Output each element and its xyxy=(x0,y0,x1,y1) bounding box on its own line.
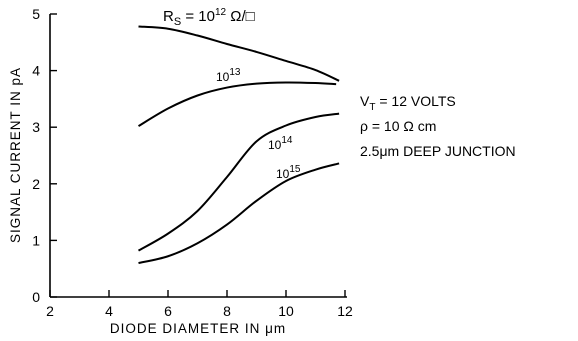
x-tick-label: 12 xyxy=(337,303,353,319)
curve-1e13 xyxy=(137,81,337,127)
y-tick-label: 0 xyxy=(32,289,40,305)
y-tick-label: 5 xyxy=(32,6,40,22)
curve-label-1e14: 1014 xyxy=(268,135,293,152)
x-tick-label: 10 xyxy=(278,303,294,319)
annotation-resistivity: ρ = 10 Ω cm xyxy=(360,118,436,134)
curve-label-1e15: 1015 xyxy=(276,164,301,181)
annotation-junction-depth: 2.5μm DEEP JUNCTION xyxy=(360,143,516,159)
y-tick-label: 2 xyxy=(32,176,40,192)
y-axis-title: SIGNAL CURRENT IN pA xyxy=(8,67,23,243)
x-axis-title: DIODE DIAMETER IN μm xyxy=(110,321,286,336)
y-tick-label: 1 xyxy=(32,232,40,248)
data-curves xyxy=(137,25,340,265)
curve-1e15 xyxy=(138,162,340,265)
curve-label-1e13: 1013 xyxy=(216,67,241,84)
annotation-vt: VT = 12 VOLTS xyxy=(360,93,456,113)
curve-label-rs-1e12: RS = 1012 Ω/□ xyxy=(163,7,255,28)
y-tick-label: 4 xyxy=(32,63,40,79)
x-tick-label: 6 xyxy=(164,303,172,319)
x-tick-label: 2 xyxy=(46,303,54,319)
y-tick-label: 3 xyxy=(32,119,40,135)
curve-rs-1e12 xyxy=(138,25,340,82)
x-tick-label: 4 xyxy=(105,303,113,319)
curve-1e14 xyxy=(138,112,340,252)
x-tick-label: 8 xyxy=(223,303,231,319)
